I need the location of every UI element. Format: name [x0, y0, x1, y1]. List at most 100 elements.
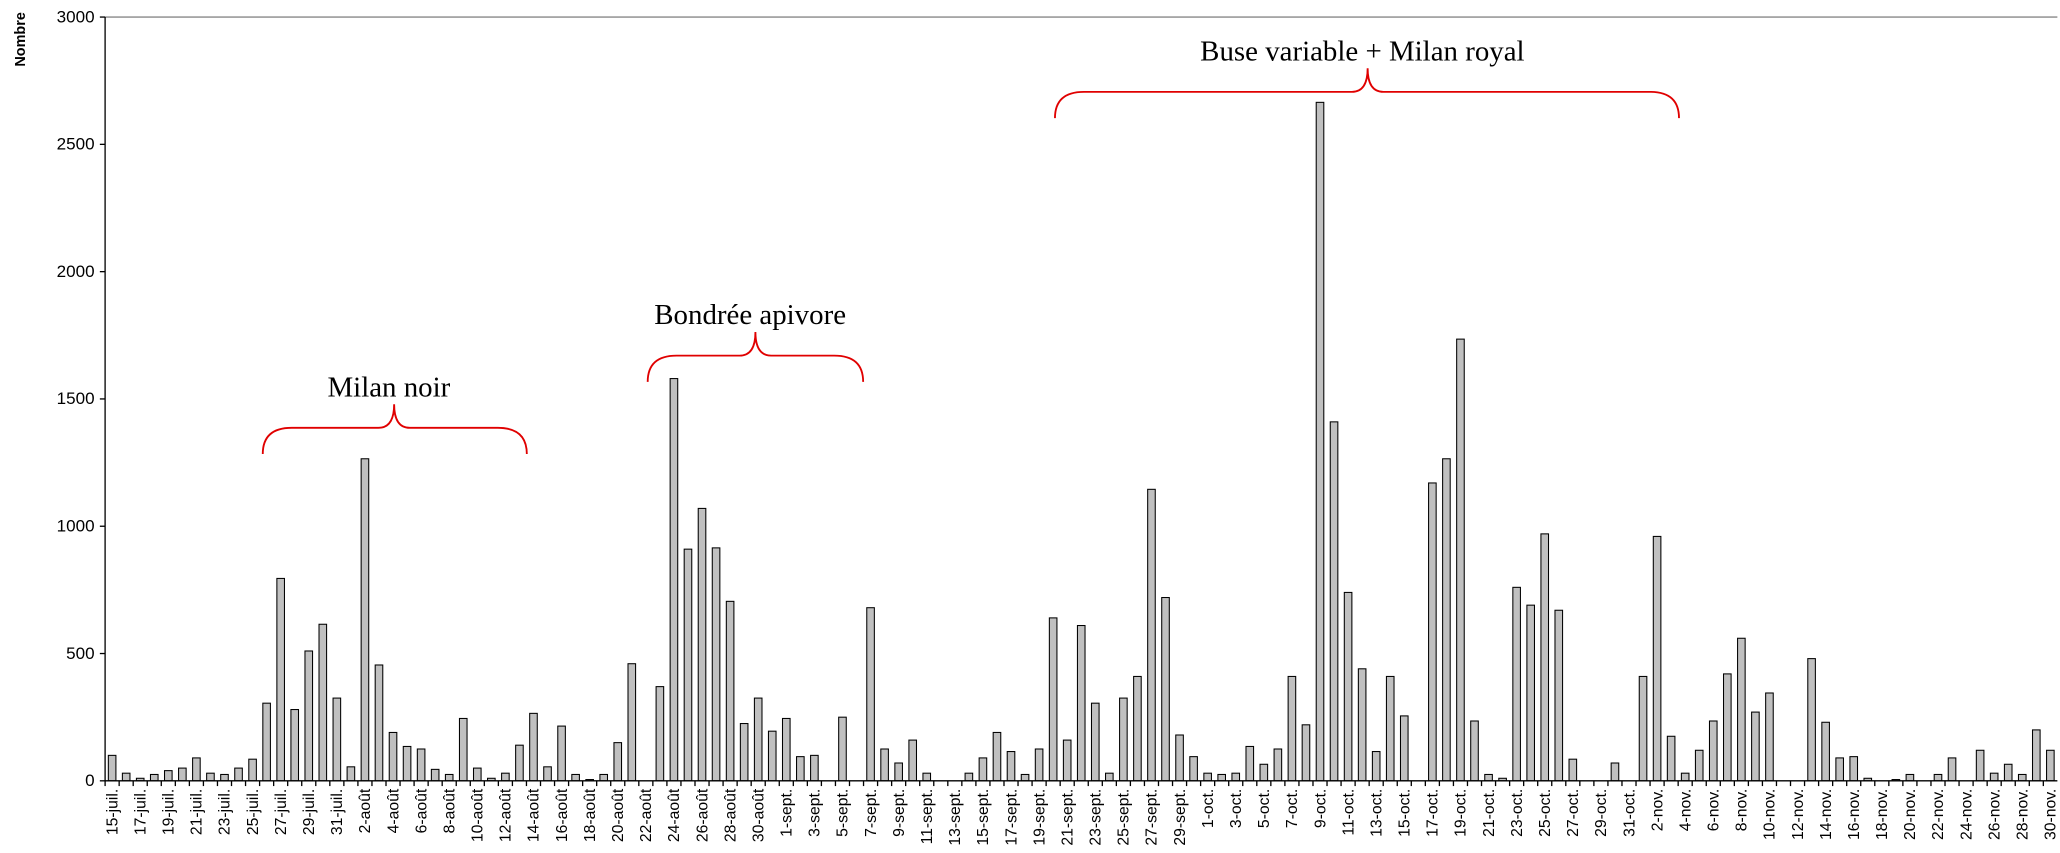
bar [178, 767, 187, 782]
x-tick-label: 21-oct. [1481, 789, 1498, 837]
x-tick-label: 17-oct. [1425, 789, 1442, 837]
bar [711, 547, 721, 782]
y-tick-label: 2000 [57, 262, 95, 281]
x-tick-label: 9-sept. [891, 789, 908, 837]
x-tick-label: 19-juil. [161, 789, 178, 835]
x-tick-label: 30-août [750, 788, 767, 842]
x-tick-label: 31-oct. [1621, 789, 1638, 837]
bar [1666, 735, 1676, 782]
bar [1161, 596, 1170, 782]
bar [1315, 101, 1325, 782]
x-tick-label: 6-août [413, 788, 430, 833]
bar [318, 623, 328, 782]
bar [388, 731, 398, 782]
bar [304, 650, 314, 782]
bar [192, 757, 201, 782]
x-tick-label: 8-nov. [1734, 789, 1751, 832]
x-tick-label: 13-oct. [1368, 789, 1385, 837]
x-tick-label: 5-sept. [835, 789, 852, 837]
x-tick-label: 2-nov. [1649, 789, 1666, 832]
bar [1203, 772, 1212, 782]
x-tick-label: 7-oct. [1284, 789, 1301, 828]
bar [276, 577, 285, 782]
bar [220, 773, 229, 782]
y-axis-title: Nombre [13, 12, 29, 67]
x-tick-label: 22-nov. [1930, 789, 1947, 840]
bar [1105, 772, 1114, 782]
bar [1638, 675, 1648, 782]
x-tick-label: 4-nov. [1677, 789, 1694, 832]
x-tick-label: 15-oct. [1397, 789, 1414, 837]
bar [810, 754, 819, 782]
bar [1568, 758, 1578, 782]
bar [543, 766, 552, 782]
bar [1765, 692, 1774, 782]
bar [1175, 734, 1184, 782]
bar [1385, 675, 1395, 782]
bar [1147, 488, 1156, 782]
x-tick-label: 11-sept. [919, 789, 936, 845]
x-tick-label: 21-juil. [189, 789, 206, 835]
bar [1048, 617, 1058, 782]
bar [1708, 720, 1718, 782]
bar [1975, 749, 1985, 782]
bar [332, 697, 342, 782]
bar [838, 716, 847, 782]
bar [1020, 773, 1030, 782]
bar [1329, 421, 1339, 782]
x-tick-label: 23-oct. [1509, 789, 1526, 837]
bar [1905, 773, 1915, 782]
bar [683, 548, 693, 782]
bar [1090, 702, 1100, 782]
bar [1526, 604, 1535, 782]
x-tick-label: 25-sept. [1116, 789, 1133, 846]
bar [1807, 658, 1816, 782]
bar [149, 773, 159, 782]
bar [992, 731, 1002, 782]
bar [1821, 721, 1830, 782]
x-tick-label: 8-août [441, 788, 458, 833]
x-tick-label: 1-oct. [1200, 789, 1217, 828]
x-tick-label: 24-août [666, 788, 683, 842]
bar [529, 712, 538, 782]
bar [1259, 763, 1269, 782]
bar [1034, 748, 1044, 782]
bar [599, 773, 609, 782]
x-tick-label: 20-nov. [1902, 789, 1919, 840]
bar [557, 725, 566, 782]
bar [360, 458, 370, 782]
bar [1371, 751, 1381, 782]
x-tick-label: 17-sept. [1003, 789, 1020, 846]
bar [571, 773, 580, 782]
bar [1119, 697, 1128, 782]
bar [767, 730, 777, 782]
x-tick-label: 29-juil. [301, 789, 318, 835]
bar [1231, 772, 1241, 782]
x-tick-label: 27-sept. [1144, 789, 1161, 846]
bar [669, 378, 679, 782]
x-tick-label: 18-nov. [1874, 789, 1891, 840]
x-tick-label: 27-oct. [1565, 789, 1582, 837]
bar [458, 717, 468, 782]
bar [894, 762, 903, 782]
bar [627, 663, 637, 782]
bar [1470, 720, 1479, 782]
y-tick-label: 1000 [57, 516, 95, 535]
bar [1484, 773, 1493, 782]
bar [1076, 624, 1086, 782]
x-tick-label: 16-nov. [1846, 789, 1863, 840]
bar [781, 717, 791, 782]
bar [1540, 533, 1550, 782]
bar [1217, 773, 1227, 782]
x-tick-label: 25-oct. [1537, 789, 1554, 837]
bar [1554, 609, 1564, 782]
x-tick-label: 13-sept. [947, 789, 964, 846]
x-tick-label: 29-sept. [1172, 789, 1189, 846]
bar [1694, 749, 1704, 782]
bar [206, 772, 215, 782]
x-tick-label: 3-oct. [1228, 789, 1245, 828]
bar [107, 754, 117, 782]
bar [2031, 729, 2041, 782]
bar [1273, 748, 1283, 782]
